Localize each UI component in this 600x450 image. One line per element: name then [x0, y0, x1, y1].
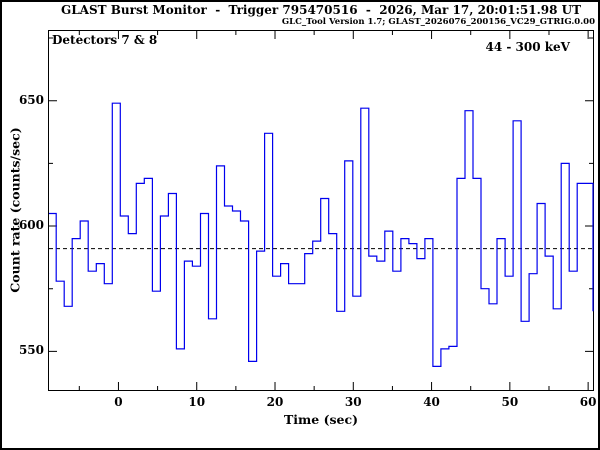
x-tick-label: 30: [344, 395, 362, 409]
x-tick-label: 60: [579, 395, 597, 409]
version-subtitle: GLC_Tool Version 1.7; GLAST_2026076_2001…: [281, 17, 595, 27]
x-tick-label: 20: [266, 395, 284, 409]
energy-range-label: 44 - 300 keV: [485, 40, 570, 54]
y-axis-title: Count rate (counts/sec): [7, 127, 23, 293]
x-tick-label: 40: [423, 395, 440, 409]
x-tick-label: 50: [501, 395, 519, 409]
count-rate-step-curve: [49, 102, 594, 367]
x-tick-label: 10: [188, 395, 206, 409]
x-axis-title: Time (sec): [283, 412, 358, 427]
axis-ticks: [49, 31, 593, 390]
y-tick-label: 650: [18, 92, 44, 107]
detectors-label: Detectors 7 & 8: [52, 33, 158, 47]
lightcurve-plot: [48, 30, 594, 391]
page-title: GLAST Burst Monitor - Trigger 795470516 …: [60, 3, 582, 17]
y-tick-label: 600: [18, 218, 44, 233]
x-tick-label: 0: [114, 395, 123, 409]
y-tick-label: 550: [18, 343, 44, 358]
